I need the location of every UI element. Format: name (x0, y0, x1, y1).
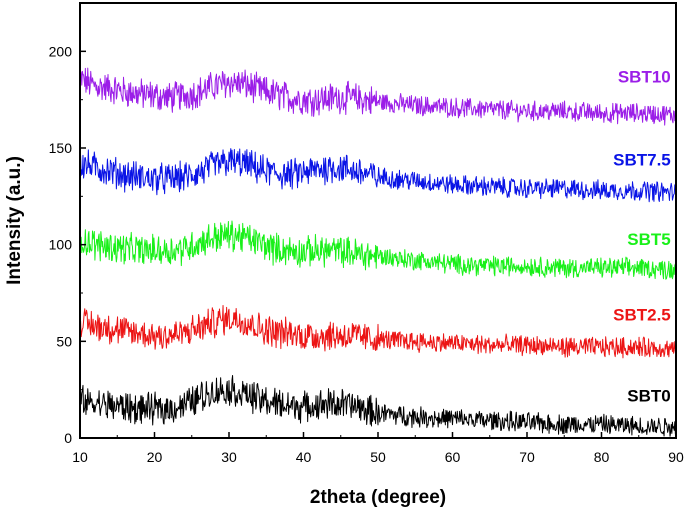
series-label-sbt0: SBT0 (627, 386, 670, 405)
x-axis-ticks: 10 20 30 40 50 60 70 80 90 (72, 432, 684, 465)
y-axis-title: Intensity (a.u.) (4, 156, 25, 285)
series-line-sbt2-5 (79, 305, 677, 359)
x-axis-title: 2theta (degree) (310, 487, 446, 508)
series-line-sbt7-5 (79, 148, 677, 203)
x-tick-label: 30 (221, 449, 237, 465)
y-tick-label: 100 (49, 237, 73, 253)
x-tick-label: 70 (519, 449, 535, 465)
series-line-sbt10 (79, 67, 677, 126)
x-tick-label: 10 (72, 449, 88, 465)
y-tick-label: 0 (64, 430, 72, 446)
y-tick-label: 50 (56, 333, 72, 349)
y-axis-ticks: 0 50 100 150 200 (49, 43, 86, 446)
series-label-sbt10: SBT10 (618, 67, 671, 86)
x-tick-label: 40 (296, 449, 312, 465)
y-tick-label: 200 (49, 43, 73, 59)
x-tick-label: 60 (445, 449, 461, 465)
x-tick-label: 50 (370, 449, 386, 465)
series-label-sbt7-5: SBT7.5 (613, 151, 671, 170)
series-line-sbt0 (79, 374, 677, 437)
plot-frame (79, 2, 677, 439)
series-label-sbt2-5: SBT2.5 (613, 305, 671, 324)
y-tick-label: 150 (49, 140, 73, 156)
series-line-sbt5 (79, 220, 677, 280)
series-labels: SBT10 SBT7.5 SBT5 SBT2.5 SBT0 (613, 67, 671, 405)
series-label-sbt5: SBT5 (627, 230, 670, 249)
x-tick-label: 20 (147, 449, 163, 465)
x-tick-label: 90 (668, 449, 684, 465)
x-tick-label: 80 (594, 449, 610, 465)
series-traces (79, 67, 677, 437)
